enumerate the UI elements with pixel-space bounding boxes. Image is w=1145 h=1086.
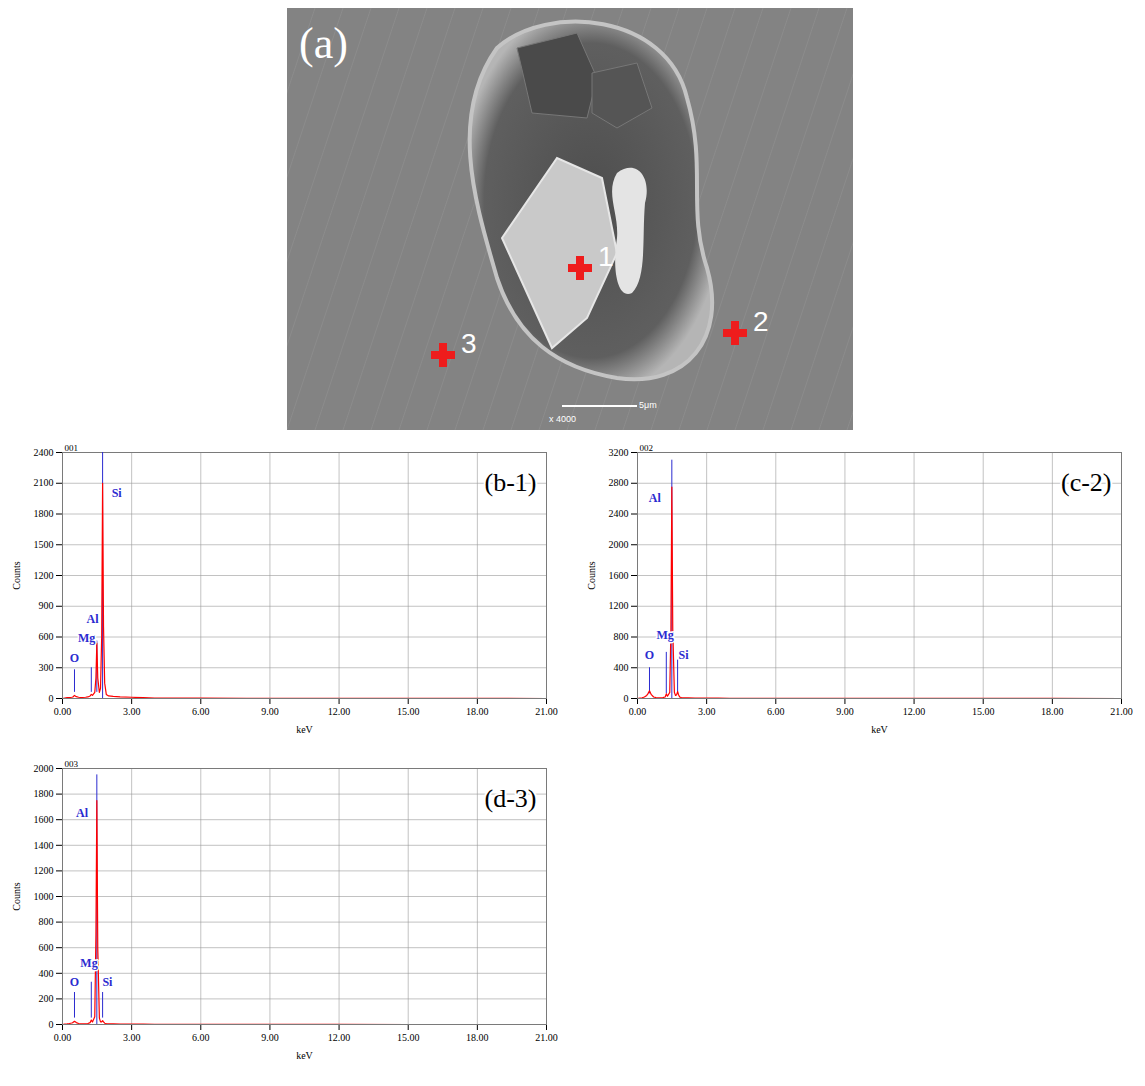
svg-text:2400: 2400 — [34, 447, 54, 458]
svg-text:1800: 1800 — [34, 508, 54, 519]
svg-text:9.00: 9.00 — [261, 706, 279, 717]
svg-text:300: 300 — [39, 662, 54, 673]
svg-text:200: 200 — [39, 993, 54, 1004]
svg-text:Mg: Mg — [656, 628, 673, 642]
svg-text:900: 900 — [39, 600, 54, 611]
svg-text:12.00: 12.00 — [903, 706, 926, 717]
svg-text:6.00: 6.00 — [767, 706, 785, 717]
svg-text:Counts: Counts — [586, 561, 597, 589]
svg-text:O: O — [70, 651, 79, 665]
svg-text:1600: 1600 — [34, 814, 54, 825]
svg-text:2400: 2400 — [609, 508, 629, 519]
svg-text:21.00: 21.00 — [1110, 706, 1133, 717]
svg-text:18.00: 18.00 — [466, 1032, 489, 1043]
svg-text:003: 003 — [65, 759, 79, 769]
svg-text:keV: keV — [296, 1050, 313, 1061]
svg-text:12.00: 12.00 — [328, 1032, 351, 1043]
svg-text:0.00: 0.00 — [54, 706, 72, 717]
svg-text:400: 400 — [39, 968, 54, 979]
svg-text:keV: keV — [296, 724, 313, 735]
svg-text:600: 600 — [39, 942, 54, 953]
svg-text:3: 3 — [461, 328, 477, 359]
svg-text:21.00: 21.00 — [535, 706, 558, 717]
svg-text:2800: 2800 — [609, 477, 629, 488]
svg-text:1: 1 — [598, 241, 614, 272]
svg-text:15.00: 15.00 — [397, 706, 420, 717]
svg-text:(b-1): (b-1) — [485, 468, 537, 497]
svg-text:5μm: 5μm — [639, 400, 657, 410]
svg-text:15.00: 15.00 — [972, 706, 995, 717]
svg-text:Si: Si — [102, 975, 113, 989]
svg-text:1500: 1500 — [34, 539, 54, 550]
svg-text:18.00: 18.00 — [466, 706, 489, 717]
svg-text:9.00: 9.00 — [261, 1032, 279, 1043]
svg-text:Al: Al — [76, 806, 89, 820]
svg-text:800: 800 — [614, 631, 629, 642]
svg-text:1400: 1400 — [34, 840, 54, 851]
svg-text:400: 400 — [614, 662, 629, 673]
svg-text:1600: 1600 — [609, 570, 629, 581]
svg-text:2000: 2000 — [609, 539, 629, 550]
svg-text:Mg: Mg — [78, 631, 95, 645]
svg-text:(c-2): (c-2) — [1061, 468, 1112, 497]
svg-text:(d-3): (d-3) — [485, 784, 537, 813]
svg-text:Al: Al — [86, 612, 99, 626]
svg-text:O: O — [645, 648, 654, 662]
svg-text:1200: 1200 — [34, 865, 54, 876]
svg-text:1200: 1200 — [34, 570, 54, 581]
svg-text:12.00: 12.00 — [328, 706, 351, 717]
svg-text:9.00: 9.00 — [836, 706, 854, 717]
svg-text:1800: 1800 — [34, 788, 54, 799]
svg-text:Mg: Mg — [80, 956, 97, 970]
svg-text:0.00: 0.00 — [54, 1032, 72, 1043]
svg-text:Counts: Counts — [11, 882, 22, 910]
svg-text:(a): (a) — [299, 19, 348, 68]
svg-text:800: 800 — [39, 916, 54, 927]
svg-text:6.00: 6.00 — [192, 1032, 210, 1043]
svg-text:x 4000: x 4000 — [549, 414, 576, 424]
svg-text:Si: Si — [112, 486, 123, 500]
svg-text:0.00: 0.00 — [629, 706, 647, 717]
svg-text:3.00: 3.00 — [698, 706, 716, 717]
svg-text:Al: Al — [649, 491, 662, 505]
svg-text:O: O — [70, 975, 79, 989]
svg-text:3.00: 3.00 — [123, 706, 141, 717]
svg-text:002: 002 — [640, 443, 654, 453]
svg-text:001: 001 — [65, 443, 79, 453]
svg-text:0: 0 — [49, 1019, 54, 1030]
svg-text:21.00: 21.00 — [535, 1032, 558, 1043]
svg-text:2: 2 — [753, 306, 769, 337]
svg-text:1200: 1200 — [609, 600, 629, 611]
svg-text:3200: 3200 — [609, 447, 629, 458]
svg-text:1000: 1000 — [34, 891, 54, 902]
svg-text:600: 600 — [39, 631, 54, 642]
svg-text:18.00: 18.00 — [1041, 706, 1064, 717]
svg-text:6.00: 6.00 — [192, 706, 210, 717]
svg-text:15.00: 15.00 — [397, 1032, 420, 1043]
svg-text:keV: keV — [871, 724, 888, 735]
svg-text:0: 0 — [624, 693, 629, 704]
svg-text:2000: 2000 — [34, 763, 54, 774]
svg-text:2100: 2100 — [34, 477, 54, 488]
svg-text:0: 0 — [49, 693, 54, 704]
svg-text:3.00: 3.00 — [123, 1032, 141, 1043]
svg-text:Si: Si — [679, 648, 690, 662]
svg-text:Counts: Counts — [11, 561, 22, 589]
